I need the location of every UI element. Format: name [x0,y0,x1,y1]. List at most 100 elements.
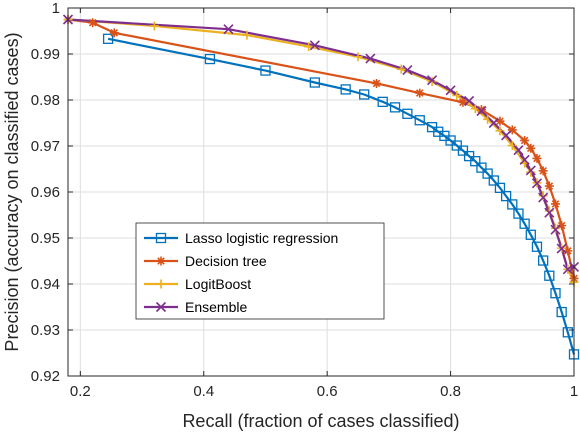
data-point [550,199,560,209]
data-point [507,125,517,135]
data-point [544,206,554,216]
y-tick-label: 0.93 [31,322,60,339]
y-tick-label: 0.92 [31,368,60,385]
data-point [531,241,543,252]
data-point [544,270,555,281]
data-point [445,85,456,96]
data-point [464,95,475,106]
y-tick-label: 0.98 [31,92,60,109]
data-point [415,88,425,98]
data-point [544,207,555,218]
data-point [488,117,499,129]
data-point [538,192,549,203]
data-point [377,96,388,107]
data-point [402,65,413,76]
legend: Lasso logistic regression Decision tree Lo… [135,222,385,320]
legend-label: LogitBoost [185,276,251,292]
legend-marker [156,256,166,266]
series-points-3 [62,14,580,275]
x-tick-label: 1 [570,383,578,400]
data-point [563,246,573,256]
data-point [223,24,234,35]
legend-marker [156,279,166,289]
data-point [556,306,567,318]
x-axis-title: Recall (fraction of cases classified) [182,411,459,431]
data-point [372,78,382,88]
data-point [476,105,487,117]
axis-ticks [68,7,575,377]
data-point [365,53,376,64]
data-point [304,42,314,52]
data-point [520,135,530,145]
data-point [427,75,438,86]
y-axis-title: Precision (accuracy on classified cases) [2,32,22,351]
legend-item: Lasso logistic regression [144,230,338,246]
data-point [507,141,517,151]
data-point [488,175,499,186]
data-point [532,153,542,163]
y-tick-label: 0.95 [31,230,60,247]
data-point [452,90,462,100]
data-point [427,77,437,87]
data-point [457,145,469,156]
data-point [556,243,567,254]
data-point [260,65,271,76]
y-tick-label: 0.97 [31,138,60,155]
data-point [538,191,548,201]
data-point [531,178,543,189]
data-point [458,97,468,107]
data-point [102,33,114,44]
data-point [340,84,351,95]
data-point [525,165,536,176]
data-point [396,64,406,74]
data-point [538,166,548,176]
legend-item: Ensemble [144,299,247,315]
x-tick-label: 0.6 [317,383,338,400]
data-point [562,327,573,338]
x-tick-label: 0.2 [70,383,91,400]
legend-item: LogitBoost [144,276,251,292]
data-point [507,199,518,210]
series-line-1 [67,18,576,279]
series-markers [62,14,580,360]
legend-label: Lasso logistic regression [185,230,338,246]
data-point [414,115,425,126]
data-point [526,167,536,177]
x-tick-label: 0.4 [193,383,214,400]
y-tick-label: 1 [52,0,60,17]
data-point [359,89,370,100]
data-point [88,18,98,28]
data-point [557,221,567,231]
legend-item: Decision tree [144,253,267,269]
data-point [525,229,536,240]
series-line-0 [107,37,576,355]
data-point [526,143,536,153]
data-point [149,21,159,31]
x-tick-label: 0.8 [440,383,461,400]
data-point [550,223,560,233]
data-point [402,108,413,119]
data-point [309,77,320,88]
data-point [204,53,216,65]
y-tick-label: 0.94 [31,276,60,293]
data-point [562,264,573,275]
data-point [389,102,401,113]
legend-marker [155,232,167,244]
data-point [242,30,252,40]
data-point [519,218,530,229]
tick-labels: 0.2 0.4 0.6 0.8 1 0.92 0.93 0.94 0.95 0.96 0.97 0.9… [31,0,578,400]
data-point [513,208,524,219]
y-tick-label: 0.99 [31,46,60,63]
data-point [544,181,554,191]
data-point [550,224,561,235]
data-point [519,154,530,165]
series-points-1 [63,15,579,283]
data-point [495,116,505,126]
legend-label: Ensemble [185,299,247,315]
data-point [500,190,512,202]
data-point [494,182,506,194]
legend-label: Decision tree [185,253,267,269]
series-points-0 [102,33,580,360]
data-point [476,162,487,173]
